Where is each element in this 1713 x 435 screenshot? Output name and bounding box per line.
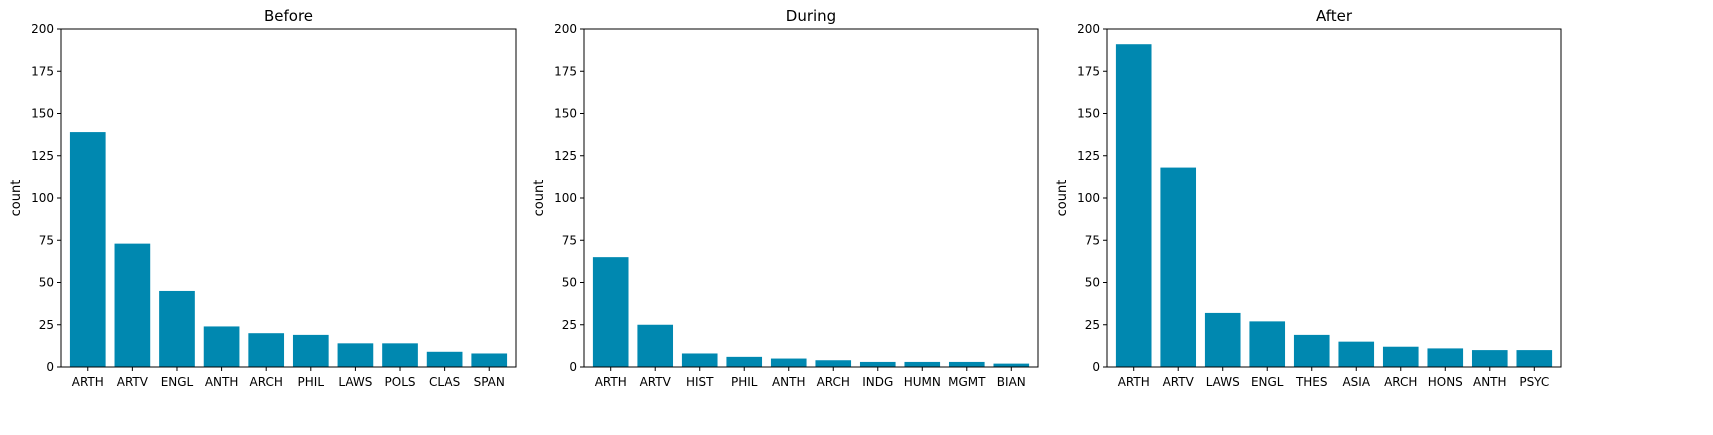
y-tick-label: 125 <box>1077 149 1100 163</box>
bar-engl <box>1249 321 1286 367</box>
x-tick-label-psyc: PSYC <box>1519 375 1549 389</box>
bar-artv <box>637 324 674 367</box>
x-tick-label-arch: ARCH <box>250 375 283 389</box>
bar-pols <box>382 343 418 367</box>
bar-arch <box>248 333 285 367</box>
y-tick-label: 25 <box>39 318 54 332</box>
y-axis-title: count <box>9 180 24 217</box>
y-tick-label: 175 <box>554 64 577 78</box>
y-tick-label: 75 <box>1085 233 1100 247</box>
y-tick-label: 0 <box>46 360 54 374</box>
y-tick-label: 100 <box>1077 191 1100 205</box>
x-tick-label-anth: ANTH <box>205 375 239 389</box>
y-tick-label: 100 <box>31 191 54 205</box>
y-tick-label: 200 <box>554 22 577 36</box>
bar-psyc <box>1516 350 1553 367</box>
bar-span <box>471 353 508 367</box>
bar-phil <box>292 334 329 367</box>
chart-title: After <box>1316 7 1353 25</box>
y-tick-label: 50 <box>1085 276 1100 290</box>
x-tick-label-arch: ARCH <box>1384 375 1417 389</box>
x-tick-label-pols: POLS <box>385 375 416 389</box>
bar-arth <box>1115 44 1152 368</box>
bar-bian <box>993 363 1030 367</box>
x-tick-label-anth: ANTH <box>1473 375 1507 389</box>
y-tick-label: 25 <box>1085 318 1100 332</box>
y-axis-title: count <box>532 180 547 217</box>
y-tick-label: 75 <box>39 233 54 247</box>
y-tick-label: 25 <box>562 318 577 332</box>
x-tick-label-arth: ARTH <box>1118 375 1150 389</box>
axes-frame <box>583 28 1039 368</box>
x-tick-label-anth: ANTH <box>772 375 806 389</box>
y-tick-label: 50 <box>562 276 577 290</box>
bar-arch <box>815 360 852 367</box>
x-tick-label-phil: PHIL <box>731 375 758 389</box>
bar-arch <box>1382 346 1419 367</box>
x-tick-label-thes: THES <box>1295 375 1328 389</box>
bar-clas <box>426 351 463 367</box>
bar-artv <box>114 243 151 367</box>
bar-anth <box>1471 350 1508 367</box>
x-tick-label-artv: ARTV <box>640 375 672 389</box>
bar-mgmt <box>948 361 985 367</box>
y-tick-label: 200 <box>31 22 54 36</box>
bar-hist <box>681 353 718 367</box>
x-tick-label-humn: HUMN <box>904 375 941 389</box>
y-tick-label: 0 <box>1092 360 1100 374</box>
x-tick-label-engl: ENGL <box>161 375 194 389</box>
bar-hons <box>1427 348 1464 367</box>
bar-laws <box>337 343 374 367</box>
bar-humn <box>904 361 941 367</box>
x-tick-label-arth: ARTH <box>72 375 104 389</box>
y-tick-label: 125 <box>31 149 54 163</box>
bar-phil <box>726 356 763 367</box>
y-tick-label: 50 <box>39 276 54 290</box>
y-tick-label: 175 <box>31 64 54 78</box>
chart-panel-during: 0 25 50 75 100 125 150 175 200 ARTH ARTV HIST PHIL AN… <box>532 7 1039 389</box>
bar-arth <box>592 257 629 367</box>
x-tick-label-arth: ARTH <box>595 375 627 389</box>
y-tick-label: 175 <box>1077 64 1100 78</box>
y-tick-label: 200 <box>1077 22 1100 36</box>
x-tick-label-bian: BIAN <box>997 375 1026 389</box>
bar-asia <box>1338 341 1375 367</box>
y-tick-label: 75 <box>562 233 577 247</box>
y-tick-label: 100 <box>554 191 577 205</box>
bar-laws <box>1204 312 1241 367</box>
bar-arth <box>69 132 106 367</box>
chart-title: During <box>786 7 836 25</box>
x-tick-label-asia: ASIA <box>1342 375 1370 389</box>
y-tick-label: 150 <box>31 107 54 121</box>
x-tick-label-arch: ARCH <box>817 375 850 389</box>
x-tick-label-engl: ENGL <box>1251 375 1284 389</box>
bar-indg <box>859 361 896 367</box>
x-tick-label-phil: PHIL <box>298 375 325 389</box>
x-tick-label-laws: LAWS <box>338 375 372 389</box>
y-tick-label: 150 <box>554 107 577 121</box>
chart-panel-before: 0 25 50 75 100 125 150 175 200 ARTH ARTV ENGL ANTH AR… <box>9 7 517 389</box>
chart-title: Before <box>264 7 313 25</box>
bar-artv <box>1160 167 1197 367</box>
x-tick-label-span: SPAN <box>474 375 505 389</box>
x-tick-label-artv: ARTV <box>117 375 149 389</box>
y-tick-label: 150 <box>1077 107 1100 121</box>
bar-engl <box>159 290 195 367</box>
x-tick-label-hons: HONS <box>1428 375 1463 389</box>
x-tick-label-mgmt: MGMT <box>948 375 986 389</box>
bar-anth <box>203 326 240 367</box>
x-tick-label-indg: INDG <box>862 375 893 389</box>
chart-panel-after: 0 25 50 75 100 125 150 175 200 ARTH ARTV LAWS ENGL TH… <box>1055 7 1562 389</box>
x-tick-label-hist: HIST <box>686 375 714 389</box>
y-tick-label: 0 <box>569 360 577 374</box>
y-axis-title: count <box>1055 180 1070 217</box>
x-tick-label-artv: ARTV <box>1163 375 1195 389</box>
bar-anth <box>770 358 807 367</box>
x-tick-label-clas: CLAS <box>429 375 460 389</box>
x-tick-label-laws: LAWS <box>1206 375 1240 389</box>
y-tick-label: 125 <box>554 149 577 163</box>
bar-thes <box>1293 334 1330 367</box>
